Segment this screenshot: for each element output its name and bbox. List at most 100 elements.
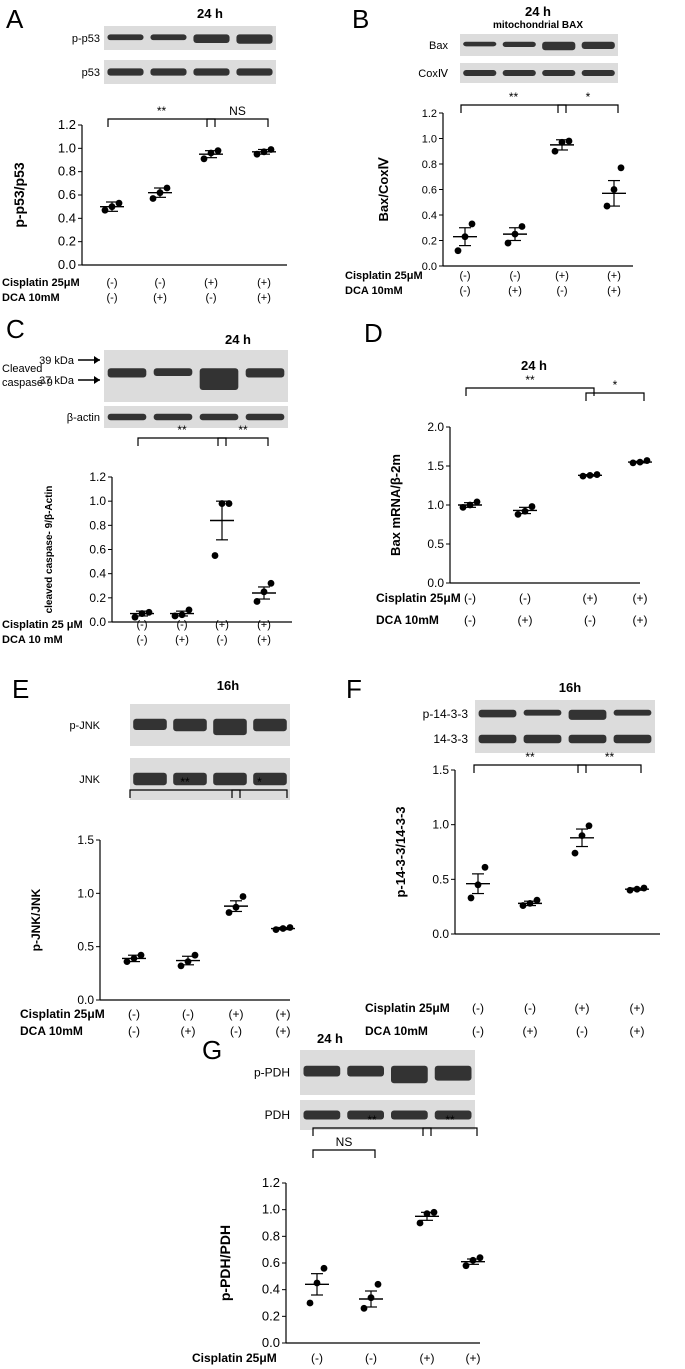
blot-band	[347, 1110, 384, 1120]
data-point	[200, 155, 208, 163]
blot-band	[523, 709, 562, 716]
data-point	[320, 1264, 328, 1272]
blot-band	[236, 68, 273, 76]
blot-band	[347, 1065, 384, 1077]
chart-F: F 16h p-14-3-3 14-3-3 0.0 0.5 1.0 1.5 p-14-3-3/1…	[346, 674, 660, 1038]
blot-band	[303, 1065, 341, 1077]
significance-bracket: *	[231, 775, 288, 798]
blot-band	[303, 1110, 341, 1120]
condition-value: (+)	[633, 591, 648, 605]
blot-band	[107, 68, 144, 76]
data-point	[306, 1299, 314, 1307]
group-0	[458, 498, 482, 511]
data-point	[551, 147, 559, 155]
condition-value: (-)	[472, 1024, 484, 1038]
panel-letter: D	[364, 318, 383, 348]
significance-bracket: **	[577, 750, 642, 773]
blot-band	[391, 1065, 428, 1084]
blot-1	[300, 1100, 475, 1130]
y-tick-label: 1.5	[427, 459, 444, 473]
y-tick-label: 0.0	[422, 261, 437, 273]
blot-band	[193, 34, 230, 44]
y-tick-label: 0.4	[422, 210, 437, 222]
condition-value: (-)	[230, 1024, 242, 1038]
blot-band	[199, 368, 239, 391]
data-point	[533, 896, 541, 904]
condition-value: (+)	[276, 1024, 291, 1038]
condition-value: (-)	[365, 1351, 377, 1365]
blot-1	[475, 725, 655, 753]
blot-band	[150, 68, 187, 76]
y-tick-label: 0.2	[58, 234, 76, 249]
blot-background	[460, 34, 618, 56]
condition-row-label: Cisplatin 25μM	[2, 277, 80, 289]
bracket-line	[137, 437, 227, 446]
blot-band	[107, 413, 147, 421]
blot-band	[542, 70, 576, 76]
data-point	[163, 184, 171, 192]
condition-value: (-)	[576, 1024, 588, 1038]
data-point	[416, 1219, 424, 1227]
blot-label: p-PDH	[254, 1066, 290, 1080]
y-tick-label: 0.8	[262, 1228, 280, 1243]
y-axis-label: cleaved caspase- 9/β-Actin	[44, 486, 55, 614]
condition-value: (+)	[257, 292, 271, 304]
blot-0	[475, 700, 655, 728]
significance-bracket: **	[460, 90, 567, 113]
blot-band	[153, 413, 193, 421]
blot-background	[460, 63, 618, 83]
group-2	[570, 822, 594, 857]
data-point	[585, 822, 593, 830]
group-2	[210, 500, 234, 559]
data-point	[177, 962, 185, 970]
panel-E: E 16h p-JNK JNK 0.0 0.5 1.0 1.5 p-JNK/JNK ** * Cisp…	[0, 670, 340, 1038]
data-point	[214, 147, 222, 155]
y-tick-label: 0.6	[422, 185, 437, 197]
group-3	[252, 146, 276, 158]
data-point	[137, 951, 145, 959]
condition-value: (-)	[510, 270, 521, 282]
data-point	[504, 239, 512, 247]
blot-band	[502, 70, 536, 76]
blot-label: Cleaved	[2, 363, 42, 375]
band-marker: 39 kDa	[39, 355, 75, 367]
blot-1	[104, 406, 288, 428]
significance-bracket: **	[465, 373, 595, 396]
condition-value: (+)	[257, 634, 271, 646]
data-point	[149, 195, 157, 202]
group-1	[503, 223, 527, 247]
y-tick-label: 1.0	[432, 818, 449, 832]
y-tick-label: 2.0	[427, 420, 444, 434]
blot-band	[133, 718, 167, 731]
data-point	[191, 951, 199, 959]
y-tick-label: 1.0	[58, 140, 76, 155]
data-point	[518, 223, 526, 230]
group-3	[252, 579, 276, 605]
y-tick-label: 0.4	[262, 1282, 280, 1297]
panel-B: B 24 h mitochondrial BAX Bax CoxⅣ 0.0 0.2 0.4 0.…	[340, 0, 685, 310]
bracket-line	[312, 1149, 376, 1158]
blot-band	[478, 734, 517, 744]
blot-label: 14-3-3	[433, 732, 468, 746]
data-point	[171, 612, 179, 620]
blot-band	[193, 68, 230, 76]
group-2	[224, 893, 248, 916]
condition-value: (-)	[311, 1351, 323, 1365]
significance-label: **	[177, 423, 187, 437]
panel-letter: B	[352, 4, 369, 34]
bracket-line	[312, 1127, 432, 1136]
y-tick-label: 0.8	[422, 159, 437, 171]
blot-band	[434, 1065, 472, 1081]
bracket-line	[577, 764, 642, 773]
data-point	[253, 598, 261, 605]
condition-value: (+)	[175, 634, 189, 646]
data-point	[617, 164, 625, 172]
condition-value: (-)	[584, 613, 596, 627]
data-point	[225, 500, 233, 507]
blot-band	[581, 41, 615, 49]
panel-letter: C	[6, 314, 25, 344]
group-2	[415, 1208, 439, 1227]
bracket-line	[206, 118, 269, 127]
significance-bracket: **	[312, 1113, 432, 1136]
condition-value: (-)	[137, 634, 148, 646]
